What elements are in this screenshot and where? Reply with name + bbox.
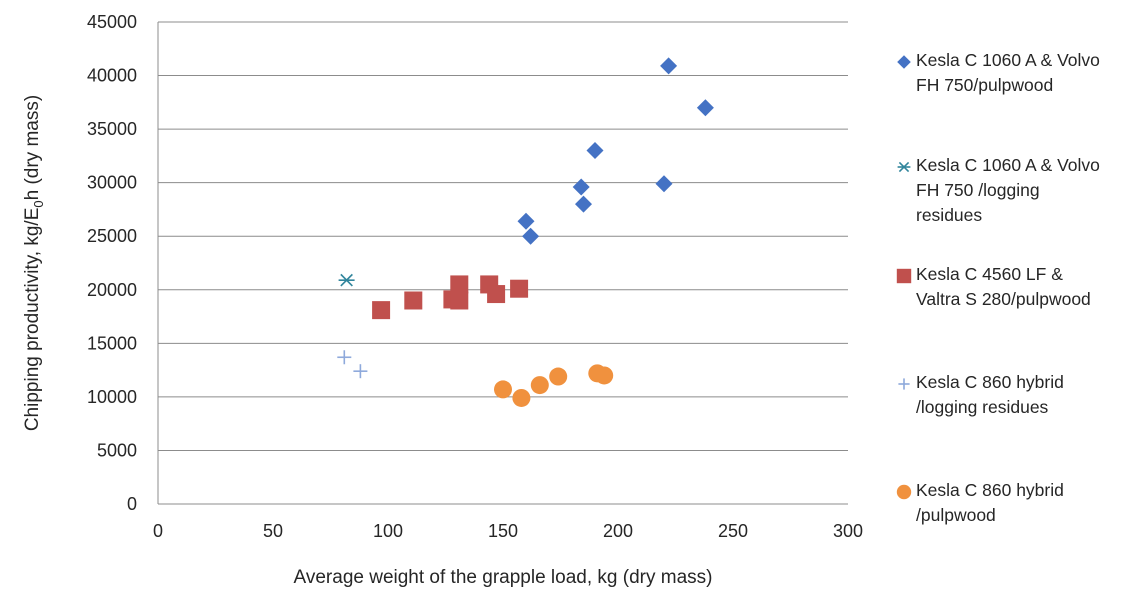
legend-label-line: Kesla C 860 hybrid [916, 372, 1064, 392]
y-axis-title-rest: h (dry mass) [22, 95, 43, 201]
x-axis-title: Average weight of the grapple load, kg (… [294, 567, 713, 588]
legend-marker-diamond [897, 55, 911, 69]
data-point-diamond [522, 227, 540, 245]
legend-label: Kesla C 860 hybrid/pulpwood [916, 478, 1064, 528]
data-point-circle [549, 367, 568, 386]
x-tick-label: 150 [488, 521, 518, 541]
legend-label: Kesla C 1060 A & Volvo FH 750/pulpwood [916, 48, 1100, 98]
data-point-circle [530, 376, 549, 395]
x-tick-label: 250 [718, 521, 748, 541]
data-point-asterisk [338, 273, 355, 287]
data-point-square [450, 291, 469, 310]
data-point-diamond [517, 212, 535, 230]
y-tick-label: 45000 [87, 12, 137, 32]
data-points [337, 57, 714, 407]
legend-marker-plus [898, 378, 910, 390]
x-tick-label: 100 [373, 521, 403, 541]
axes [157, 22, 848, 505]
y-tick-label: 5000 [97, 440, 137, 460]
y-axis-title-main: Chipping productivity, kg/E [22, 208, 43, 432]
data-point-diamond [655, 175, 673, 193]
diamond-marker-glyph [897, 55, 911, 69]
data-point-diamond [696, 99, 714, 117]
legend-label-line: FH 750 /logging [916, 180, 1040, 200]
legend-label-line: Kesla C 1060 A & Volvo [916, 50, 1100, 70]
circle-marker-glyph [896, 484, 912, 500]
legend-marker-square [896, 268, 912, 284]
grid-lines [158, 21, 848, 451]
legend-label-line: Kesla C 860 hybrid [916, 480, 1064, 500]
y-tick-label: 15000 [87, 333, 137, 353]
legend-label: Kesla C 860 hybrid/logging residues [916, 370, 1064, 420]
y-tick-label: 25000 [87, 226, 137, 246]
legend-label: Kesla C 4560 LF & Valtra S 280/pulpwood [916, 262, 1091, 312]
data-point-diamond [586, 142, 604, 160]
data-point-diamond [660, 57, 678, 75]
legend-marker-circle [896, 484, 912, 500]
legend-label: Kesla C 1060 A & Volvo FH 750 /logging res… [916, 153, 1100, 228]
y-axis-title: Chipping productivity, kg/E0h (dry mass) [22, 95, 46, 431]
data-point-circle [512, 388, 531, 407]
legend-label-line: Valtra S 280/pulpwood [916, 289, 1091, 309]
data-point-circle [494, 380, 512, 399]
legend-label-line: Kesla C 1060 A & Volvo [916, 155, 1100, 175]
legend-label-line: /pulpwood [916, 505, 996, 525]
data-point-square [372, 301, 391, 320]
asterisk-marker-glyph [897, 161, 911, 173]
x-tick-label: 200 [603, 521, 633, 541]
y-tick-label: 30000 [87, 173, 137, 193]
x-tick-label: 0 [153, 521, 163, 541]
data-point-diamond [572, 178, 590, 196]
data-point-square [487, 285, 506, 304]
x-tick-label: 300 [833, 521, 863, 541]
plus-marker-glyph [898, 378, 910, 390]
y-tick-label: 40000 [87, 66, 137, 86]
data-point-square [510, 279, 529, 298]
data-point-plus [337, 350, 352, 365]
legend-marker-asterisk [897, 161, 911, 173]
legend-label-line: FH 750/pulpwood [916, 75, 1054, 95]
data-point-circle [595, 366, 614, 385]
x-tick-label: 50 [263, 521, 283, 541]
y-tick-label: 10000 [87, 387, 137, 407]
legend-label-line: residues [916, 205, 983, 225]
y-tick-label: 35000 [87, 119, 137, 139]
legend-label-line: Kesla C 4560 LF & [916, 264, 1063, 284]
data-point-square [450, 275, 469, 294]
legend-label-line: /logging residues [916, 397, 1049, 417]
tick-labels: 0 5000 10000 15000 20000 25000 30000 35000 40000… [87, 12, 863, 541]
y-tick-label: 20000 [87, 280, 137, 300]
y-axis-title-subscript: 0 [31, 200, 46, 207]
data-point-diamond [575, 195, 592, 213]
data-point-square [404, 291, 423, 310]
y-tick-label: 0 [127, 494, 137, 514]
square-marker-glyph [896, 268, 912, 284]
data-point-plus [353, 364, 368, 379]
